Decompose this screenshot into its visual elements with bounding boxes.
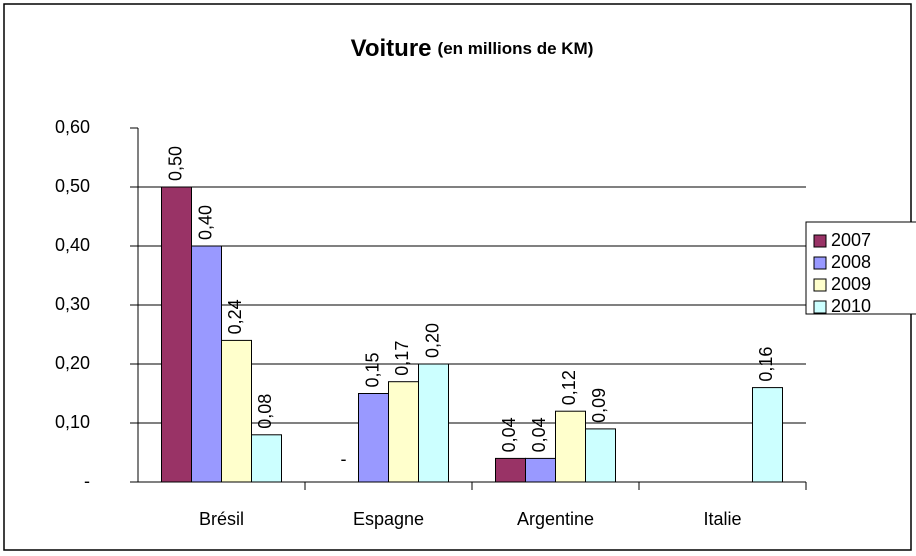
legend-swatch — [813, 234, 827, 248]
bar — [495, 457, 526, 483]
y-tick-label: 0,40 — [55, 235, 90, 255]
x-tick-label: Espagne — [353, 509, 424, 529]
bar — [525, 457, 556, 483]
data-label: 0,09 — [589, 388, 609, 423]
data-label: 0,04 — [499, 417, 519, 452]
legend-label: 2008 — [831, 252, 871, 272]
x-tick-label: Brésil — [199, 509, 244, 529]
data-label: 0,08 — [255, 394, 275, 429]
data-label: 0,04 — [529, 417, 549, 452]
bar — [752, 387, 783, 483]
y-tick-label: - — [84, 471, 90, 491]
bar — [418, 363, 449, 483]
legend-swatch — [813, 300, 827, 314]
data-label: 0,15 — [362, 352, 382, 387]
data-label: 0,12 — [559, 370, 579, 405]
chart-title: Voiture — [351, 35, 432, 62]
data-label: 0,24 — [225, 299, 245, 334]
legend-label: 2007 — [831, 230, 871, 250]
y-tick-label: 0,60 — [55, 117, 90, 137]
y-tick-label: 0,20 — [55, 353, 90, 373]
legend-swatch — [813, 256, 827, 270]
x-tick-label: Italie — [703, 509, 741, 529]
data-label: 0,16 — [756, 347, 776, 382]
legend-label: 2009 — [831, 274, 871, 294]
bar — [358, 393, 389, 483]
data-label: 0,20 — [422, 323, 442, 358]
bar — [161, 186, 192, 483]
y-tick-label: 0,30 — [55, 294, 90, 314]
x-tick-label: Argentine — [517, 509, 594, 529]
data-label: 0,40 — [195, 205, 215, 240]
bar — [191, 245, 222, 483]
bar — [221, 339, 252, 483]
legend-label: 2010 — [831, 296, 871, 316]
data-label: 0,50 — [165, 146, 185, 181]
bar — [251, 434, 282, 483]
data-label: 0,17 — [392, 341, 412, 376]
bar — [388, 381, 419, 483]
chart-heading: Voiture (en millions de KM) — [351, 35, 594, 62]
data-label: - — [341, 449, 347, 469]
bar — [555, 410, 586, 483]
bar — [585, 428, 616, 483]
legend-swatch — [813, 278, 827, 292]
chart-subtitle: (en millions de KM) — [438, 39, 594, 58]
y-tick-label: 0,50 — [55, 176, 90, 196]
y-tick-label: 0,10 — [55, 412, 90, 432]
